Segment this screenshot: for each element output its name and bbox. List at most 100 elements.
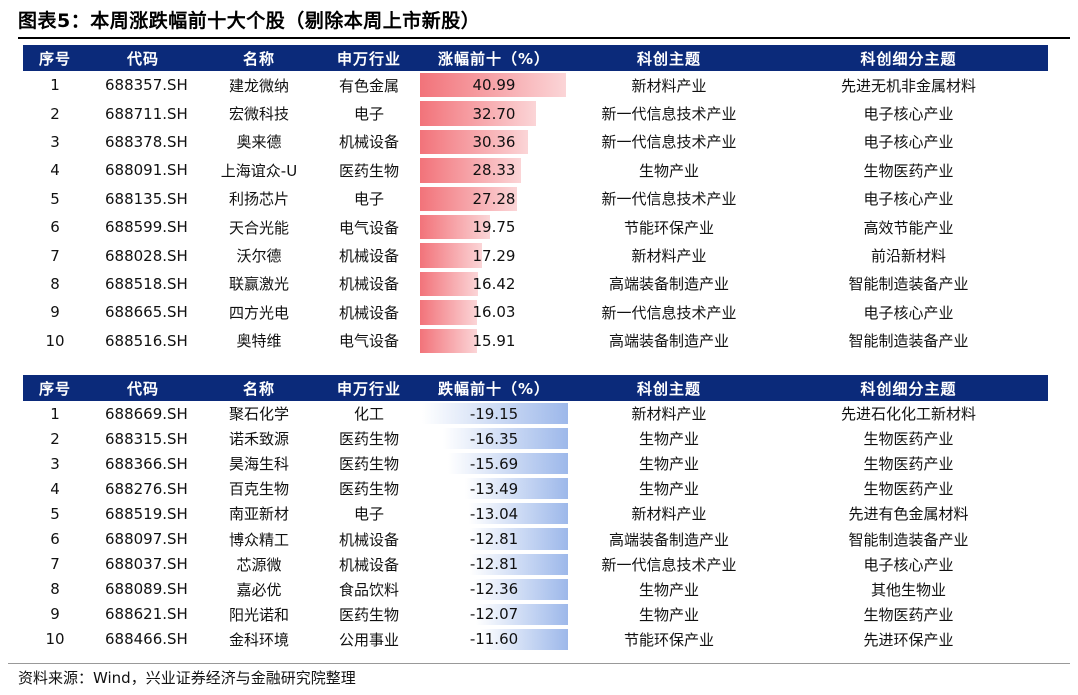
table-header-row: 序号 代码 名称 申万行业 跌幅前十（%） 科创主题 科创细分主题 [23, 375, 1048, 401]
row-change: -12.81 [419, 552, 569, 577]
change-value: -12.81 [469, 530, 519, 549]
row-sub-theme: 高效节能产业 [863, 218, 954, 237]
row-theme: 新材料产业 [631, 405, 707, 424]
header-no: 序号 [23, 45, 87, 71]
loss-bar [443, 428, 568, 450]
row-name: 宏微科技 [228, 105, 289, 124]
row-code: 688091.SH [105, 161, 188, 180]
gain-bar [420, 129, 529, 155]
row-change: 17.29 [419, 241, 569, 269]
header-theme: 科创主题 [569, 45, 769, 71]
change-value: 16.03 [472, 303, 516, 322]
row-change: 16.03 [419, 298, 569, 326]
table-row: 6 688097.SH 博众精工 机械设备 -12.81 高端装备制造产业 智能制造装备产业 [23, 526, 1048, 551]
table-row: 10 688516.SH 奥特维 电气设备 15.91 高端装备制造产业 智能制造装备产业 [23, 327, 1048, 355]
row-change: -15.69 [419, 451, 569, 476]
change-value: 17.29 [472, 246, 516, 265]
gain-bar [420, 101, 537, 126]
header-name: 名称 [199, 375, 319, 401]
header-sub-theme: 科创细分主题 [769, 375, 1048, 401]
row-industry: 有色金属 [338, 76, 399, 95]
row-industry: 机械设备 [338, 555, 399, 574]
row-name: 南亚新材 [228, 505, 289, 524]
loss-bar [475, 603, 568, 625]
row-no: 7 [50, 555, 60, 574]
gain-bar [420, 271, 479, 297]
row-sub-theme: 生物医药产业 [863, 455, 954, 474]
change-value: -16.35 [469, 429, 519, 448]
gain-bar [420, 73, 566, 98]
row-sub-theme: 前沿新材料 [870, 247, 946, 266]
row-change: 28.33 [419, 156, 569, 184]
row-no: 10 [45, 630, 65, 649]
table-row: 6 688599.SH 天合光能 电气设备 19.75 节能环保产业 高效节能产业 [23, 213, 1048, 241]
row-no: 6 [50, 530, 60, 549]
gain-bar [420, 300, 478, 325]
row-change: 30.36 [419, 128, 569, 156]
row-theme: 高端装备制造产业 [608, 332, 729, 351]
row-name: 昊海生科 [228, 455, 289, 474]
row-no: 1 [50, 76, 60, 95]
row-theme: 新一代信息技术产业 [601, 133, 737, 152]
row-industry: 电子 [353, 105, 384, 124]
row-code: 688089.SH [105, 580, 188, 599]
row-name: 上海谊众-U [220, 161, 298, 180]
gain-bar [420, 243, 482, 268]
row-change: 15.91 [419, 327, 569, 355]
gain-bar [420, 328, 477, 353]
change-value: 32.70 [472, 104, 516, 123]
row-theme: 新材料产业 [631, 247, 707, 266]
header-name: 名称 [199, 45, 319, 71]
row-name: 联赢激光 [228, 275, 289, 294]
row-code: 688315.SH [105, 429, 188, 448]
row-industry: 机械设备 [338, 275, 399, 294]
row-name: 博众精工 [228, 530, 289, 549]
table-row: 5 688135.SH 利扬芯片 电子 27.28 新一代信息技术产业 电子核心产业 [23, 185, 1048, 213]
header-no: 序号 [23, 375, 87, 401]
row-code: 688357.SH [105, 76, 188, 95]
row-change: 27.28 [419, 185, 569, 213]
row-sub-theme: 智能制造装备产业 [848, 530, 969, 549]
table-row: 7 688028.SH 沃尔德 机械设备 17.29 新材料产业 前沿新材料 [23, 241, 1048, 269]
table-row: 9 688665.SH 四方光电 机械设备 16.03 新一代信息技术产业 电子核心产业 [23, 298, 1048, 326]
gain-bar [420, 158, 521, 183]
row-code: 688466.SH [105, 630, 188, 649]
row-name: 利扬芯片 [228, 190, 289, 209]
top-losers-table: 序号 代码 名称 申万行业 跌幅前十（%） 科创主题 科创细分主题 1 68866… [23, 375, 1048, 652]
loss-bar [468, 503, 568, 525]
row-change: -13.49 [419, 476, 569, 501]
change-value: 16.42 [472, 274, 516, 293]
loss-bar [473, 578, 568, 600]
change-value: 19.75 [472, 218, 516, 237]
row-code: 688516.SH [105, 331, 188, 350]
row-sub-theme: 生物医药产业 [863, 430, 954, 449]
row-name: 四方光电 [228, 303, 289, 322]
table-row: 10 688466.SH 金科环境 公用事业 -11.60 节能环保产业 先进环保产业 [23, 627, 1048, 652]
row-theme: 生物产业 [638, 161, 699, 180]
change-value: -12.36 [469, 580, 519, 599]
row-no: 10 [45, 331, 65, 350]
row-name: 沃尔德 [236, 247, 282, 266]
table-row: 8 688089.SH 嘉必优 食品饮料 -12.36 生物产业 其他生物业 [23, 577, 1048, 602]
row-no: 4 [50, 161, 60, 180]
source-divider [8, 663, 1070, 664]
row-industry: 机械设备 [338, 530, 399, 549]
change-value: -13.49 [469, 479, 519, 498]
loss-bar [465, 478, 568, 500]
row-industry: 医药生物 [338, 161, 399, 180]
row-theme: 生物产业 [638, 580, 699, 599]
table-header-row: 序号 代码 名称 申万行业 涨幅前十（%） 科创主题 科创细分主题 [23, 45, 1048, 71]
header-change: 涨幅前十（%） [419, 45, 569, 71]
table-row: 3 688366.SH 昊海生科 医药生物 -15.69 生物产业 生物医药产业 [23, 451, 1048, 476]
row-name: 百克生物 [228, 480, 289, 499]
row-change: -12.07 [419, 602, 569, 627]
row-code: 688135.SH [105, 189, 188, 208]
table-row: 1 688669.SH 聚石化学 化工 -19.15 新材料产业 先进石化化工新材料 [23, 401, 1048, 426]
table-row: 8 688518.SH 联赢激光 机械设备 16.42 高端装备制造产业 智能制造装备产业 [23, 270, 1048, 298]
row-theme: 节能环保产业 [623, 218, 714, 237]
row-theme: 节能环保产业 [623, 630, 714, 649]
row-no: 6 [50, 218, 60, 237]
row-theme: 生物产业 [638, 480, 699, 499]
row-no: 2 [50, 429, 60, 448]
row-no: 3 [50, 454, 60, 473]
